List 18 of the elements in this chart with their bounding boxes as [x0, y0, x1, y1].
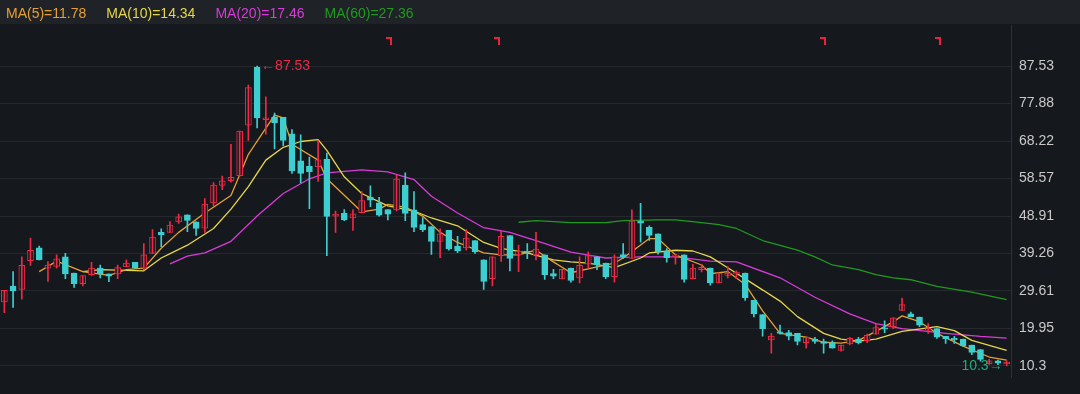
text: MA(10)=14.34 [106, 5, 196, 21]
y-tick-label: 77.88 [1019, 94, 1055, 111]
y-tick-label: 19.95 [1019, 319, 1055, 336]
y-tick-label: 48.91 [1019, 206, 1055, 223]
text: MA(5)=11.78 [6, 5, 87, 21]
candlestick [262, 96, 270, 135]
y-tick-label: 68.22 [1019, 131, 1055, 148]
annotation: 10.3→ [961, 356, 1003, 373]
y-tick-label: 58.57 [1019, 169, 1055, 186]
text: MA(20)=17.46 [215, 5, 305, 21]
y-tick-label: 29.61 [1019, 281, 1055, 298]
y-tick-label: 87.53 [1019, 56, 1055, 73]
text: MA(60)=27.36 [324, 5, 414, 21]
candlestick [924, 323, 932, 334]
y-tick-label: 10.3 [1019, 356, 1047, 373]
candlestick [523, 243, 531, 260]
annotation: ←87.53 [261, 56, 311, 73]
y-tick-label: 39.26 [1019, 244, 1055, 261]
